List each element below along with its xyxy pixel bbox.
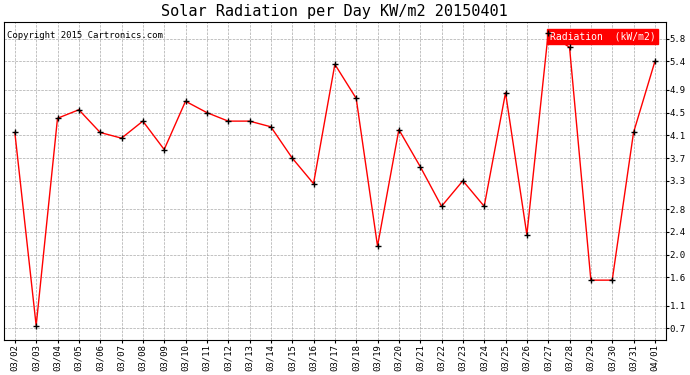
Text: Copyright 2015 Cartronics.com: Copyright 2015 Cartronics.com (8, 31, 164, 40)
Title: Solar Radiation per Day KW/m2 20150401: Solar Radiation per Day KW/m2 20150401 (161, 4, 509, 19)
Text: Radiation  (kW/m2): Radiation (kW/m2) (550, 31, 656, 41)
